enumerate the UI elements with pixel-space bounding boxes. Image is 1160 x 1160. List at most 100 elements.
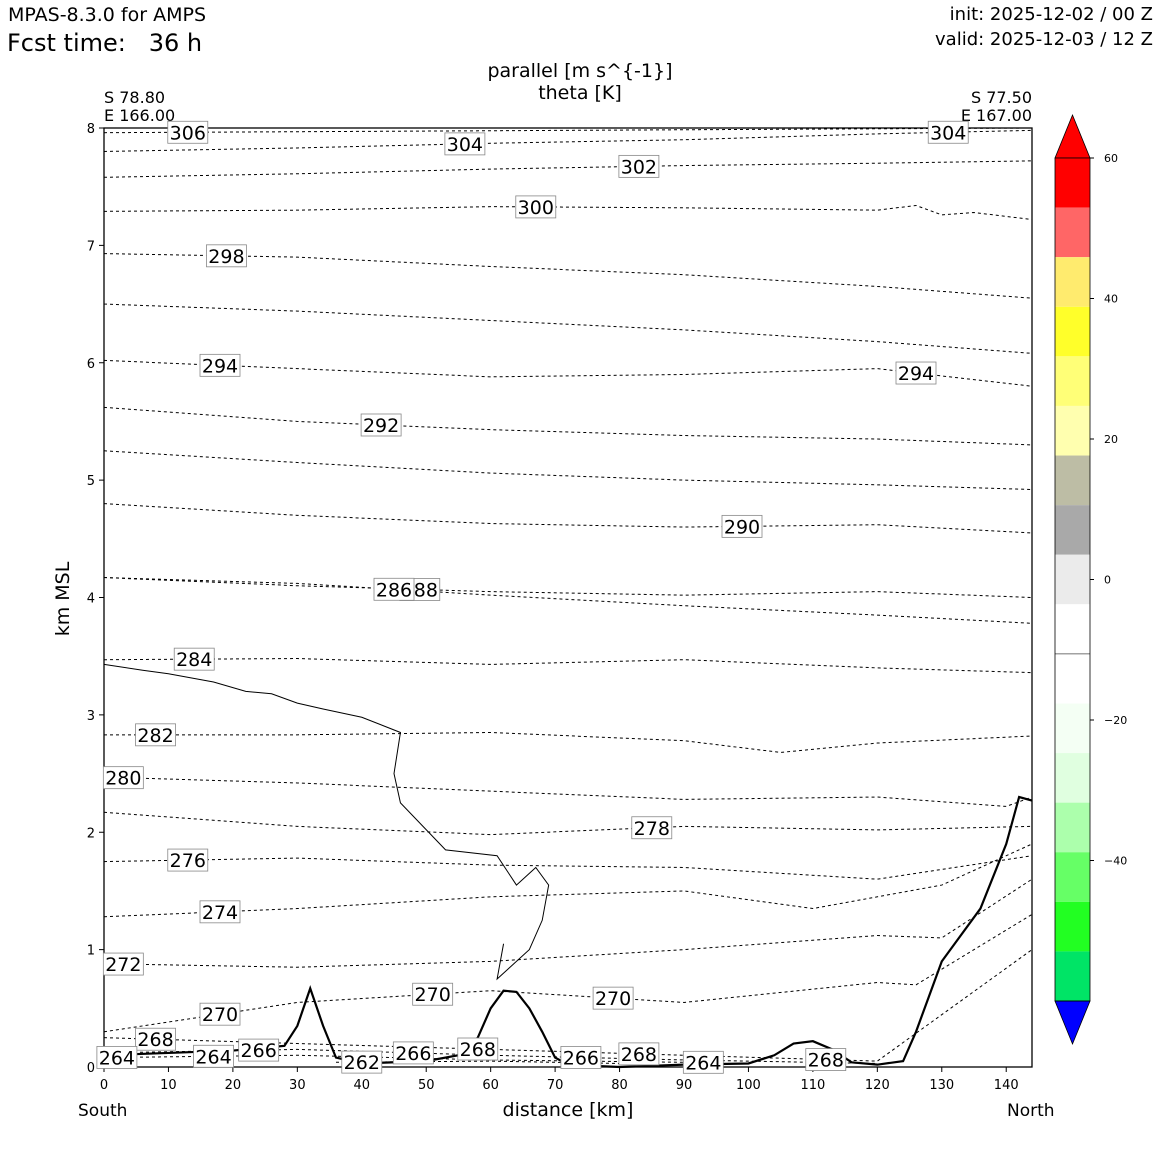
svg-text:298: 298: [208, 246, 244, 268]
contour-label-262-0: 262: [341, 1050, 383, 1074]
contour-label-268-3: 268: [805, 1048, 847, 1072]
svg-text:282: 282: [137, 725, 173, 747]
start-point-label: S 78.80 E 166.00: [104, 89, 175, 125]
y-tick-label-4: 4: [87, 592, 95, 607]
parallel-zero-line-0: [103, 663, 550, 981]
contour-label-292-0: 292: [360, 413, 402, 437]
x-tick-label-20: 20: [225, 1078, 242, 1093]
colorbar-bin-7: [1055, 505, 1090, 555]
x-tick-label-90: 90: [676, 1078, 693, 1093]
svg-text:264: 264: [195, 1046, 231, 1068]
chart-title: parallel [m s^{-1}] theta [K]: [380, 60, 780, 104]
svg-text:274: 274: [202, 902, 238, 924]
contour-label-278-0: 278: [631, 816, 673, 840]
theta-contour-270: [103, 913, 1033, 1033]
svg-text:268: 268: [808, 1050, 844, 1072]
contour-label-304-0: 304: [444, 132, 486, 156]
start-lon: E 166.00: [104, 106, 176, 125]
contour-label-270-1: 270: [412, 982, 454, 1006]
parallel-wind-contour: [103, 663, 550, 981]
x-tick-label-130: 130: [929, 1078, 954, 1093]
theta-contour-276: [103, 855, 1033, 880]
svg-text:278: 278: [634, 818, 670, 840]
y-tick-label-8: 8: [87, 122, 95, 137]
x-tick-label-30: 30: [289, 1078, 306, 1093]
svg-text:284: 284: [176, 649, 212, 671]
theta-contour-294: [103, 359, 1033, 387]
y-tick-label-0: 0: [87, 1061, 95, 1076]
theta-contour-268: [103, 949, 1033, 1062]
x-tick-label-60: 60: [482, 1078, 499, 1093]
init-time: init: 2025-12-02 / 00 Z: [949, 4, 1153, 25]
x-tick-label-40: 40: [354, 1078, 371, 1093]
contour-label-306-0: 306: [167, 120, 209, 144]
colorbar-bin-14: [1055, 852, 1090, 902]
contour-label-272-0: 272: [102, 952, 144, 976]
theta-contour-286: [103, 577, 1033, 624]
svg-text:302: 302: [621, 156, 657, 178]
x-axis-ticks: 0 10 20 30 40 50 60 70 80 90 100 110 120 130 140: [100, 1067, 1019, 1093]
end-point-label: S 77.50 E 167.00: [961, 89, 1032, 125]
svg-text:270: 270: [595, 988, 631, 1010]
theta-contour-284: [103, 658, 1033, 674]
theta-contour-302: [103, 160, 1033, 178]
svg-text:276: 276: [170, 850, 206, 872]
svg-text:266: 266: [241, 1040, 277, 1062]
terrain-line: [103, 795, 1033, 1069]
svg-text:300: 300: [518, 197, 554, 219]
colorbar-bin-16: [1055, 951, 1090, 1001]
contour-label-304-1: 304: [927, 120, 969, 144]
x-tick-label-110: 110: [800, 1078, 825, 1093]
colorbar-bin-9: [1055, 604, 1090, 654]
y-axis-ticks: 0 1 2 3 4 5 6 7 8: [87, 122, 104, 1076]
x-tick-label-120: 120: [865, 1078, 890, 1093]
colorbar-min-arrow: [1054, 1000, 1091, 1046]
theta-contour-282: [104, 731, 1033, 753]
svg-text:270: 270: [202, 1004, 238, 1026]
theta-contour-298: [103, 253, 1033, 299]
contour-label-264-0: 264: [96, 1046, 138, 1069]
contour-label-264-1: 264: [193, 1044, 234, 1068]
colorbar-max-arrow: [1054, 113, 1091, 159]
svg-text:266: 266: [563, 1047, 599, 1069]
x-axis-label: distance [km]: [502, 1099, 634, 1121]
svg-text:292: 292: [363, 415, 399, 437]
theta-contour-300: [103, 204, 1033, 221]
forecast-time: Fcst time: 36 h: [7, 29, 202, 57]
contour-label-270-0: 270: [199, 1002, 241, 1026]
x-tick-label-50: 50: [418, 1078, 435, 1093]
svg-text:286: 286: [376, 579, 412, 601]
svg-text:270: 270: [415, 984, 451, 1006]
colorbar-bin-8: [1055, 554, 1090, 605]
svg-text:268: 268: [460, 1039, 496, 1061]
theta-contour-288: [103, 577, 1033, 598]
svg-text:306: 306: [170, 122, 206, 144]
chart-title-line2: theta [K]: [538, 82, 622, 104]
forecast-time-value: 36 h: [148, 29, 203, 57]
x-tick-label-70: 70: [547, 1078, 564, 1093]
theta-contour-280: [103, 776, 1033, 807]
contour-label-268-0: 268: [135, 1027, 176, 1051]
svg-text:264: 264: [685, 1052, 721, 1074]
colorbar-bin-2: [1055, 257, 1090, 307]
contour-label-266-1: 266: [392, 1041, 434, 1065]
contour-label-286-0: 286: [373, 577, 415, 601]
x-tick-label-100: 100: [736, 1078, 761, 1093]
svg-text:268: 268: [621, 1044, 657, 1066]
plot-frame: [103, 127, 1033, 1068]
svg-text:264: 264: [99, 1047, 135, 1069]
svg-text:272: 272: [105, 954, 141, 976]
colorbar-bin-13: [1055, 802, 1090, 853]
contour-label-300-0: 300: [515, 195, 557, 219]
colorbar-bin-5: [1055, 405, 1090, 456]
svg-text:304: 304: [930, 122, 966, 144]
colorbar-label-5: −40: [1104, 855, 1127, 868]
contour-label-298-0: 298: [206, 244, 247, 268]
y-tick-label-7: 7: [87, 239, 95, 254]
contour-label-270-2: 270: [592, 986, 634, 1010]
colorbar-bin-11: [1055, 703, 1090, 754]
colorbar-bin-10: [1055, 653, 1090, 704]
svg-text:268: 268: [137, 1029, 173, 1051]
y-tick-label-6: 6: [87, 357, 95, 372]
contour-label-282-0: 282: [135, 723, 176, 747]
